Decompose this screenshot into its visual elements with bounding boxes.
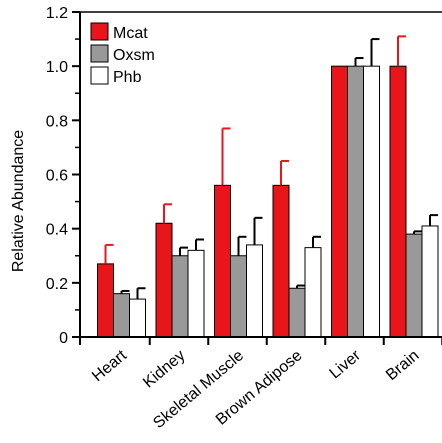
bar-mcat	[214, 184, 231, 338]
x-tick-label: Brain	[383, 347, 423, 384]
bar-phb	[363, 65, 380, 338]
y-tick-label: 0.8	[46, 113, 68, 130]
bar-phb	[187, 249, 205, 338]
legend-label-mcat: Mcat	[113, 25, 148, 42]
bar-mcat	[272, 184, 290, 338]
bar-phb	[246, 244, 263, 338]
bar-oxsm	[288, 287, 306, 338]
y-tick-label: 0	[59, 330, 68, 347]
legend: Mcat Oxsm Phb	[90, 22, 155, 86]
y-tick-label: 0.6	[46, 168, 68, 185]
y-tick-label: 0.4	[46, 222, 68, 239]
legend-swatch-phb	[90, 66, 109, 85]
y-axis: 0 0.2 0.4 0.6 0.8 1.0 1.2	[46, 5, 442, 347]
bar-oxsm	[405, 233, 423, 338]
bar-oxsm	[171, 255, 189, 338]
x-tick-label: Heart	[89, 347, 130, 386]
legend-swatch-mcat	[90, 22, 109, 41]
bar-mcat	[331, 65, 348, 338]
bar-oxsm	[230, 255, 247, 338]
y-tick-label: 1.2	[46, 5, 68, 22]
bar-oxsm	[113, 293, 130, 338]
bars	[97, 35, 439, 338]
bar-phb	[421, 225, 439, 338]
y-tick-label: 1.0	[46, 59, 68, 76]
y-axis-title: Relative Abundance	[10, 130, 27, 272]
bar-oxsm	[347, 65, 364, 338]
legend-label-phb: Phb	[113, 69, 142, 86]
bar-mcat	[155, 222, 173, 338]
x-tick-label: Liver	[327, 347, 365, 383]
y-tick-label: 0.2	[46, 276, 68, 293]
legend-swatch-oxsm	[90, 44, 109, 63]
legend-label-oxsm: Oxsm	[113, 47, 155, 64]
bar-mcat	[389, 65, 407, 338]
bar-phb	[129, 298, 146, 338]
bar-mcat	[97, 263, 114, 338]
bar-phb	[304, 247, 322, 338]
x-tick-label: Kidney	[140, 347, 188, 391]
